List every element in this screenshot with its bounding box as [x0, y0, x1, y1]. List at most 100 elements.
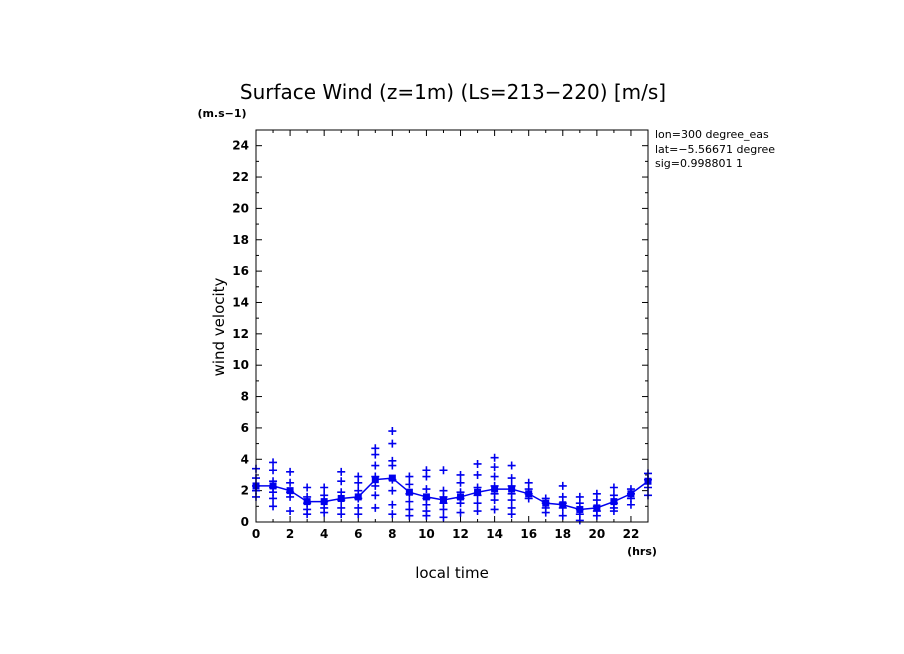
scatter-point: [337, 496, 346, 505]
scatter-point: [609, 483, 618, 492]
y-axis-label: wind velocity: [210, 277, 228, 376]
scatter-point: [388, 461, 397, 470]
y-tick-label: 0: [241, 515, 249, 529]
x-tick-label: 16: [520, 527, 537, 541]
scatter-point: [490, 496, 499, 505]
x-tick-label: 14: [486, 527, 503, 541]
x-tick-label: 22: [623, 527, 640, 541]
scatter-point: [490, 463, 499, 472]
x-tick-label: 8: [388, 527, 396, 541]
y-tick-label: 6: [241, 421, 249, 435]
scatter-point: [388, 486, 397, 495]
plot-frame: [255, 129, 649, 523]
scatter-point: [507, 474, 516, 483]
scatter-point: [575, 516, 584, 525]
scatter-point: [371, 503, 380, 512]
scatter-point: [320, 483, 329, 492]
scatter-point: [422, 485, 431, 494]
scatter-point: [456, 499, 465, 508]
y-tick-label: 22: [232, 170, 249, 184]
chart-title: Surface Wind (z=1m) (Ls=213−220) [m/s]: [240, 80, 666, 104]
scatter-point: [371, 461, 380, 470]
data-marks: [252, 427, 652, 525]
x-tick-label: 4: [320, 527, 328, 541]
scatter-point: [354, 494, 363, 503]
scatter-point: [388, 500, 397, 509]
scatter-point: [286, 467, 295, 476]
x-tick-label: 12: [452, 527, 469, 541]
x-tick-label: 18: [554, 527, 571, 541]
scatter-point: [541, 508, 550, 517]
scatter-point: [473, 491, 482, 500]
scatter-point: [473, 459, 482, 468]
scatter-point: [371, 472, 380, 481]
scatter-point: [456, 508, 465, 517]
y-tick-label: 24: [232, 139, 249, 153]
scatter-point: [524, 494, 533, 503]
y-tick-label: 4: [241, 452, 249, 466]
scatter-point: [490, 472, 499, 481]
scatter-point: [388, 439, 397, 448]
info-block: lon=300 degree_eas lat=−5.56671 degree s…: [655, 128, 775, 170]
scatter-point: [286, 492, 295, 501]
x-tick-label: 6: [354, 527, 362, 541]
scatter-point: [558, 503, 567, 512]
scatter-point: [507, 510, 516, 519]
y-tick-label: 2: [241, 484, 249, 498]
scatter-point: [354, 510, 363, 519]
scatter-point: [337, 477, 346, 486]
scatter-point: [405, 480, 414, 489]
scatter-point: [456, 470, 465, 479]
mean-line: [256, 477, 649, 511]
info-sig: sig=0.998801 1: [655, 157, 743, 170]
scatter-point: [388, 475, 397, 484]
scatter-point: [490, 505, 499, 514]
scatter-point: [490, 481, 499, 490]
scatter-point: [456, 478, 465, 487]
scatter-point: [388, 510, 397, 519]
scatter-point: [609, 491, 618, 500]
y-tick-label: 18: [232, 233, 249, 247]
scatter-point: [422, 472, 431, 481]
scatter-point: [405, 497, 414, 506]
scatter-point: [558, 481, 567, 490]
x-unit-label: (hrs): [627, 545, 657, 558]
scatter-point: [286, 507, 295, 516]
scatter-point: [422, 511, 431, 520]
scatter-point: [337, 488, 346, 497]
scatter-point: [337, 467, 346, 476]
y-tick-label: 20: [232, 201, 249, 215]
scatter-point: [354, 478, 363, 487]
scatter-point: [439, 505, 448, 514]
scatter-point: [473, 470, 482, 479]
scatter-point: [439, 466, 448, 475]
scatter-point: [354, 486, 363, 495]
scatter-point: [473, 507, 482, 516]
y-tick-label: 10: [232, 358, 249, 372]
scatter-point: [269, 502, 278, 511]
x-tick-label: 10: [418, 527, 435, 541]
scatter-point: [626, 500, 635, 509]
x-axis-label: local time: [415, 564, 489, 582]
scatter-point: [371, 481, 380, 490]
info-lat: lat=−5.56671 degree: [655, 143, 775, 156]
scatter-point: [609, 507, 618, 516]
scatter-point: [388, 427, 397, 436]
y-tick-label: 12: [232, 327, 249, 341]
scatter-point: [405, 511, 414, 520]
info-lon: lon=300 degree_eas: [655, 128, 769, 141]
scatter-point: [269, 494, 278, 503]
scatter-point: [507, 461, 516, 470]
scatter-point: [439, 513, 448, 522]
scatter-point: [286, 478, 295, 487]
scatter-point: [490, 453, 499, 462]
y-tick-label: 8: [241, 390, 249, 404]
x-tick-label: 20: [589, 527, 606, 541]
scatter-point: [303, 510, 312, 519]
scatter-point: [473, 499, 482, 508]
scatter-point: [337, 510, 346, 519]
scatter-point: [405, 489, 414, 498]
scatter-point: [558, 511, 567, 520]
axis-ticks: [255, 129, 649, 523]
